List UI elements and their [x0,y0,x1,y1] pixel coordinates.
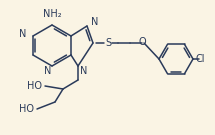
Text: HO: HO [19,104,34,114]
Text: N: N [91,17,98,27]
Text: NH₂: NH₂ [43,9,61,19]
Text: S: S [105,38,111,48]
Text: N: N [19,29,26,39]
Text: Cl: Cl [195,54,204,64]
Text: O: O [138,37,146,47]
Text: HO: HO [27,81,42,91]
Text: N: N [80,66,87,76]
Text: N: N [44,66,52,76]
